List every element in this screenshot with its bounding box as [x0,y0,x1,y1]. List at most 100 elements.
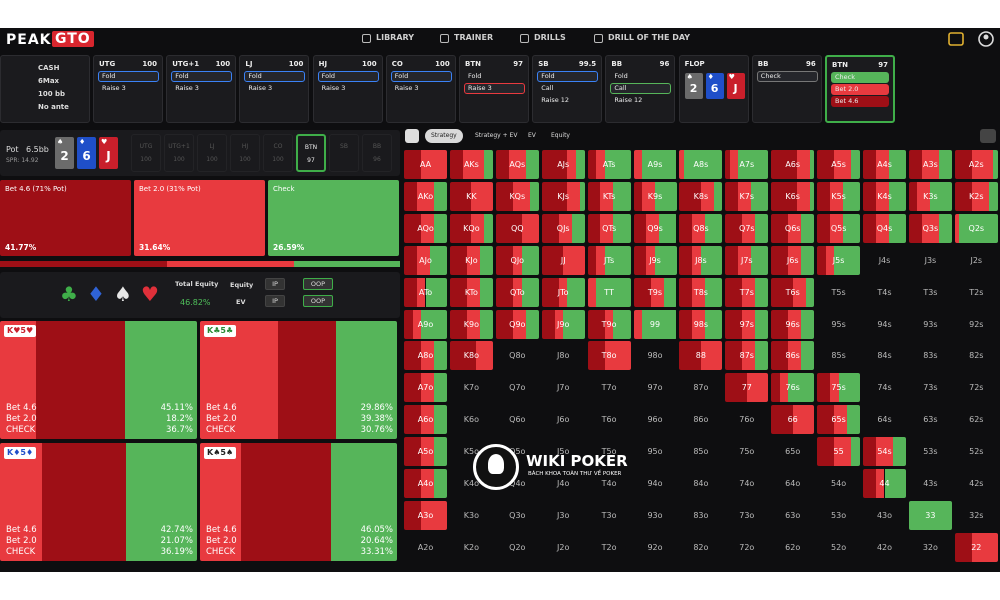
hand-cell[interactable]: 73s [908,373,952,403]
hand-cell[interactable]: T8s [679,277,723,307]
hand-cell[interactable]: 97o [633,373,677,403]
grid-view-icon[interactable] [405,129,419,143]
hand-cell[interactable]: 98o [633,341,677,371]
hand-cell[interactable]: 98s [679,309,723,339]
hand-cell[interactable]: J8o [541,341,585,371]
hand-cell[interactable]: JTo [541,277,585,307]
hand-cell[interactable]: AJs [541,150,585,179]
hand-cell[interactable]: K8s [679,181,723,211]
tab[interactable]: EV [528,132,536,139]
action-card[interactable]: LJ 100 Fold Raise 3 [239,55,310,123]
hand-cell[interactable]: Q8o [495,341,539,371]
hand-cell[interactable]: K2s [954,181,998,211]
tab[interactable]: Strategy + EV [475,132,518,139]
hand-cell[interactable]: QJo [495,245,539,275]
hand-cell[interactable]: 74s [863,373,906,403]
hand-cell[interactable]: Q8s [679,213,723,243]
hand-cell[interactable]: 92s [954,309,998,339]
hand-cell[interactable]: 86s [771,341,815,371]
hand-cell[interactable]: 95s [817,309,861,339]
hand-cell[interactable]: T6s [771,277,815,307]
hand-cell[interactable]: A7o [404,373,447,403]
nav-item[interactable]: LIBRARY [376,33,415,42]
hand-cell[interactable]: 93o [633,500,677,530]
hand-cell[interactable]: 64o [771,469,815,498]
hand-cell[interactable]: Q3s [908,213,952,243]
nav-item[interactable]: TRAINER [454,33,494,42]
hand-cell[interactable]: Q2s [954,213,998,243]
hand-cell[interactable]: J2o [541,532,585,562]
hand-cell[interactable]: K7o [449,373,493,403]
hand-cell[interactable]: AA [404,150,447,179]
hand-cell[interactable]: AKo [404,181,447,211]
action-card[interactable]: SB 99.5 Fold Call Raise 12 [532,55,603,123]
hand-cell[interactable]: J8s [679,245,723,275]
suit-filter[interactable]: ♣ [60,282,78,306]
hand-cell[interactable]: 83o [679,500,723,530]
hand-cell[interactable]: Q6s [771,213,815,243]
action-card[interactable]: CO 100 Fold Raise 3 [385,55,456,123]
hand-cell[interactable]: 94o [633,469,677,498]
hand-cell[interactable]: 55 [817,437,861,467]
hand-cell[interactable]: Q9s [633,213,677,243]
hand-cell[interactable]: Q7o [495,373,539,403]
hand-cell[interactable]: JJ [541,245,585,275]
action-option[interactable]: Fold [171,71,233,82]
hand-cell[interactable]: 85s [817,341,861,371]
hand-cell[interactable]: 76o [725,405,769,435]
hand-cell[interactable]: K6o [449,405,493,435]
action-option[interactable]: Raise 3 [102,84,126,92]
toggle-option[interactable]: OOP [303,295,333,307]
hand-cell[interactable]: T4s [863,277,906,307]
hand-cell[interactable]: A8s [679,150,723,179]
hand-cell[interactable]: 97s [725,309,769,339]
hand-cell[interactable]: 95o [633,437,677,467]
action-option[interactable]: Fold [390,71,452,82]
hand-cell[interactable]: A4s [863,150,906,179]
hand-cell[interactable]: KQs [495,181,539,211]
hand-cell[interactable]: 43o [863,500,906,530]
action-option[interactable]: Raise 3 [321,84,346,92]
action-option[interactable]: Fold [468,72,482,80]
hand-cell[interactable]: K9o [449,309,493,339]
hand-cell[interactable]: 63s [908,405,952,435]
toggle-option[interactable]: IP [265,278,285,290]
hand-cell[interactable]: 85o [679,437,723,467]
hand-cell[interactable]: 42o [863,532,906,562]
hand-cell[interactable]: J4o [541,469,585,498]
hand-cell[interactable]: K7s [725,181,769,211]
hand-cell[interactable]: A9o [404,309,447,339]
nav-item[interactable]: DRILLS [534,33,566,42]
hand-cell[interactable]: K6s [771,181,815,211]
hand-cell[interactable]: 32s [954,500,998,530]
hand-cell[interactable]: 75o [725,437,769,467]
hand-cell[interactable]: 96o [633,405,677,435]
hand-cell[interactable]: 44 [863,469,906,498]
action-card[interactable]: BB 96 Check [751,55,822,123]
action-card[interactable]: UTG+1 100 Fold Raise 3 [166,55,237,123]
action-option[interactable]: Call [610,83,672,94]
chat-icon[interactable] [948,32,964,46]
hand-cell[interactable]: 82s [954,341,998,371]
hand-cell[interactable]: 53s [908,437,952,467]
hand-cell[interactable]: AQs [495,150,539,179]
hand-cell[interactable]: 62s [954,405,998,435]
hand-cell[interactable]: 88 [679,341,723,371]
hand-cell[interactable]: Q7s [725,213,769,243]
hand-cell[interactable]: A9s [633,150,677,179]
strategy-box[interactable]: Bet 2.0 (31% Pot) 31.64% [134,180,265,256]
hand-cell[interactable]: ATo [404,277,447,307]
hand-cell[interactable]: QTo [495,277,539,307]
hand-cell[interactable]: 32o [908,532,952,562]
hand-cell[interactable]: A6s [771,150,815,179]
hand-cell[interactable]: 75s [817,373,861,403]
hand-cell[interactable]: 63o [771,500,815,530]
hand-cell[interactable]: 82o [679,532,723,562]
action-option[interactable]: Check [756,71,818,82]
hand-cell[interactable]: T8o [587,341,631,371]
hand-cell[interactable]: Q3o [495,500,539,530]
hand-cell[interactable]: QTs [587,213,631,243]
hand-cell[interactable]: A6o [404,405,447,435]
action-option[interactable]: Check [831,72,889,83]
action-card[interactable]: BTN 97 Check Bet 2.0 Bet 4.6 [825,55,895,123]
